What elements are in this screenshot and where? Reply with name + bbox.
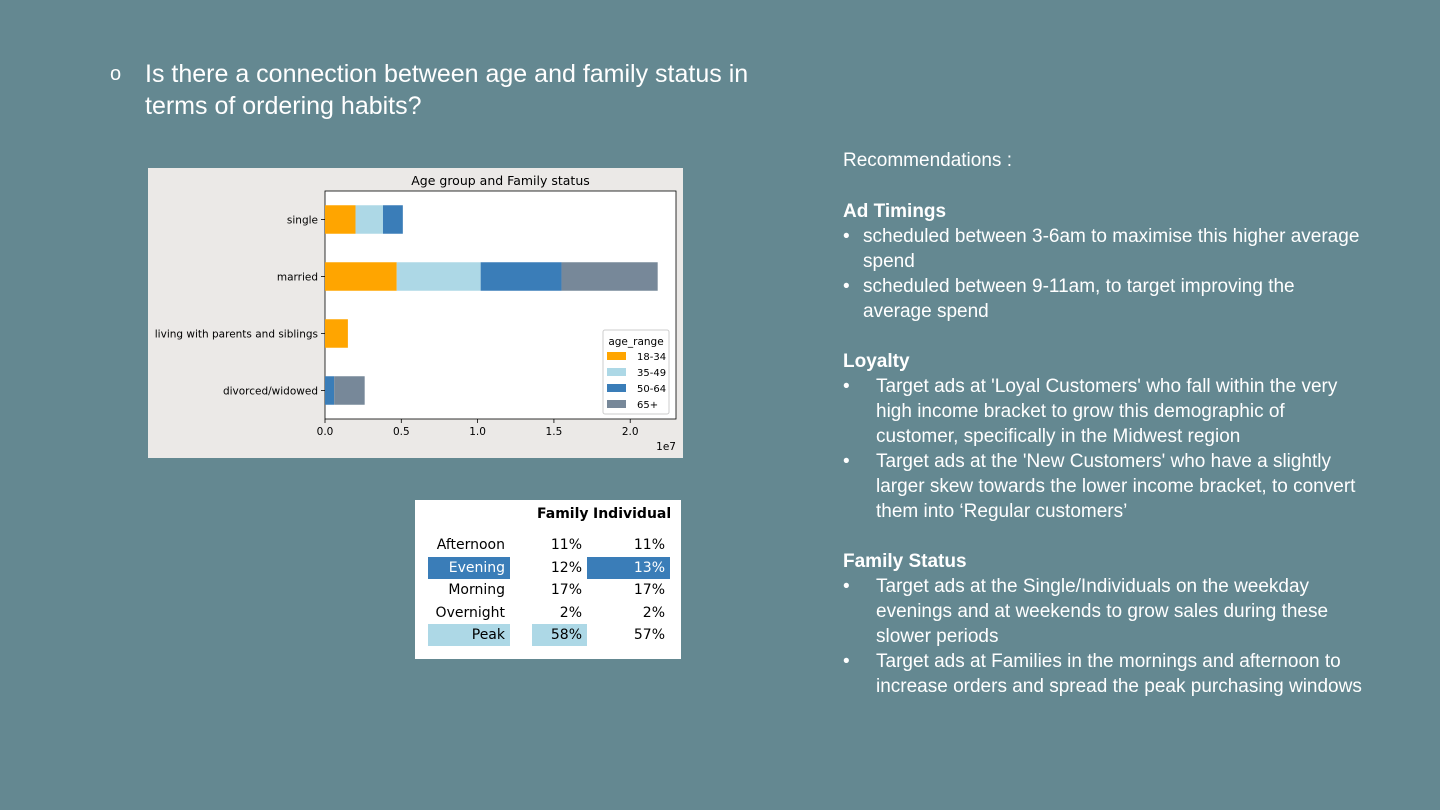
bullet-dot-icon: • [843,226,850,247]
x-tick-label: 2.0 [622,426,639,438]
legend-swatch [607,384,626,392]
bullet-dot-icon: • [843,451,850,472]
x-offset-label: 1e7 [656,441,676,453]
table-cell-family: 17% [550,582,582,599]
table-header-family: Family [537,506,589,522]
legend-label: 65+ [637,400,658,411]
table-cell-family: 58% [532,624,587,647]
section-title-ad-timings: Ad Timings [843,201,947,222]
bullet-dot-icon: • [843,576,850,597]
question-text: Is there a connection between age and fa… [145,60,749,120]
list-item: • Target ads at 'Loyal Customers' who fal… [843,374,1363,449]
bar-18-34 [325,262,397,291]
bullet-text: Target ads at Families in the mornings a… [876,651,1362,697]
bar-50-64 [325,376,335,405]
y-tick-label: living with parents and siblings [155,329,318,341]
section-title-loyalty: Loyalty [843,351,910,372]
legend-title: age_range [608,336,663,348]
table-cell-family: 11% [550,537,582,553]
x-tick-label: 0.0 [317,426,334,438]
legend-swatch [607,368,626,376]
bar-65+ [561,262,658,291]
ad-timings-list: • scheduled between 3-6am to maximise thi… [843,224,1363,324]
legend-label: 35-49 [637,368,666,379]
chart-svg: Age group and Family status single married… [155,173,677,453]
x-tick-label: 1.5 [546,426,563,438]
table-header-individual: Individual [593,506,672,522]
question-bullet: o [110,63,122,85]
legend-label: 18-34 [637,352,666,363]
table-cell-individual: 11% [633,537,665,553]
legend-label: 50-64 [637,384,666,395]
list-item: • Target ads at the Single/Individuals on… [843,574,1363,649]
table-cell-label: Morning [448,582,505,599]
bullet-text: Target ads at 'Loyal Customers' who fall… [876,376,1338,447]
bullet-text: scheduled between 9-11am, to target impr… [863,276,1295,322]
bar-50-64 [382,205,403,234]
list-item: • Target ads at the 'New Customers' who h… [843,449,1363,524]
bar-18-34 [325,319,348,348]
legend-box [602,329,670,415]
table-cell-individual: 17% [633,582,665,599]
bullet-dot-icon: • [843,376,850,397]
slide-question: o Is there a connection between age and … [110,58,750,122]
bullet-dot-icon: • [843,276,850,297]
y-tick-label: married [277,272,318,284]
list-item: • Target ads at Families in the mornings … [843,649,1363,699]
time-of-day-table: Family Individual Afternoon 11% 11% Evening… [415,500,681,659]
bar-18-34 [325,205,356,234]
legend-swatch [607,400,626,408]
table-cell-label: Afternoon [436,537,505,553]
bullet-text: Target ads at the 'New Customers' who ha… [876,451,1356,522]
table-cell-label: Evening [428,556,510,579]
chart-title: Age group and Family status [411,173,590,188]
table-cell-family: 12% [550,559,582,576]
age-family-chart: Age group and Family status single married… [148,168,683,458]
bullet-text: Target ads at the Single/Individuals on … [876,576,1329,647]
bullet-dot-icon: • [843,651,850,672]
list-item: • scheduled between 3-6am to maximise thi… [843,224,1363,274]
bar-35-49 [396,262,481,291]
recommendations-panel: Recommendations : Ad Timings • scheduled … [843,148,1363,724]
legend-swatch [607,352,626,360]
bar-50-64 [480,262,562,291]
x-tick-label: 0.5 [393,426,410,438]
section-title-family-status: Family Status [843,551,967,572]
list-item: • scheduled between 9-11am, to target imp… [843,274,1363,324]
family-status-list: • Target ads at the Single/Individuals on… [843,574,1363,699]
bullet-text: scheduled between 3-6am to maximise this… [863,226,1360,272]
table-cell-family: 2% [559,604,582,621]
y-tick-label: single [287,215,318,227]
bar-35-49 [355,205,383,234]
table-cell-label: Peak [428,624,510,647]
table-cell-individual: 2% [642,604,665,621]
loyalty-list: • Target ads at 'Loyal Customers' who fal… [843,374,1363,524]
bar-65+ [334,376,365,405]
table-cell-label: Overnight [435,604,505,621]
x-tick-label: 1.0 [469,426,486,438]
table-cell-individual: 13% [587,556,670,579]
table-cell-individual: 57% [633,627,665,644]
y-tick-label: divorced/widowed [223,386,318,398]
recommendations-title: Recommendations : [843,150,1012,171]
